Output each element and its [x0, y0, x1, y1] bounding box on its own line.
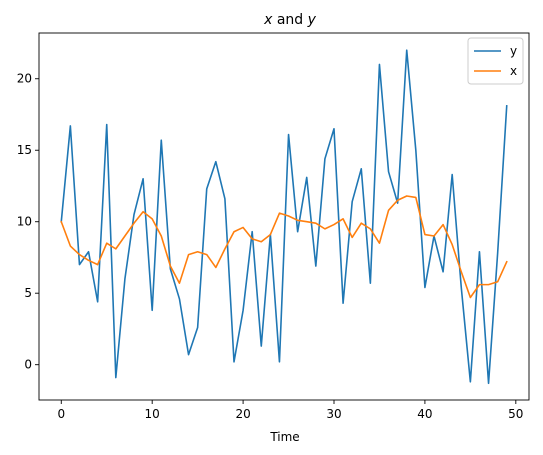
series-line-x	[60, 195, 508, 299]
x-tick-label-50: 50	[508, 407, 523, 421]
x-tick-label-0: 0	[57, 407, 65, 421]
plot-area: 0 10 20 30 40 50 0 5 10 15 20	[17, 32, 530, 421]
legend-box	[467, 37, 524, 85]
x-axis-label: Time	[269, 430, 299, 444]
legend-label-y: y	[510, 44, 517, 58]
x-tick-label-30: 30	[326, 407, 341, 421]
legend: yx	[467, 37, 524, 85]
x-tick-label-40: 40	[417, 407, 432, 421]
y-tick-label-20: 20	[17, 72, 32, 86]
series-line-y	[60, 49, 508, 385]
title-y: y	[307, 12, 317, 28]
y-tick-label-0: 0	[24, 358, 32, 372]
y-tick-label-15: 15	[17, 143, 32, 157]
axes-frame	[38, 32, 530, 401]
chart-title: x and y	[263, 12, 317, 28]
y-tick-label-5: 5	[24, 286, 32, 300]
y-tick-label-10: 10	[17, 215, 32, 229]
title-and: and	[272, 12, 307, 28]
legend-label-x: x	[510, 64, 517, 78]
title-x: x	[263, 12, 273, 28]
x-tick-label-20: 20	[235, 407, 250, 421]
x-tick-label-10: 10	[145, 407, 160, 421]
